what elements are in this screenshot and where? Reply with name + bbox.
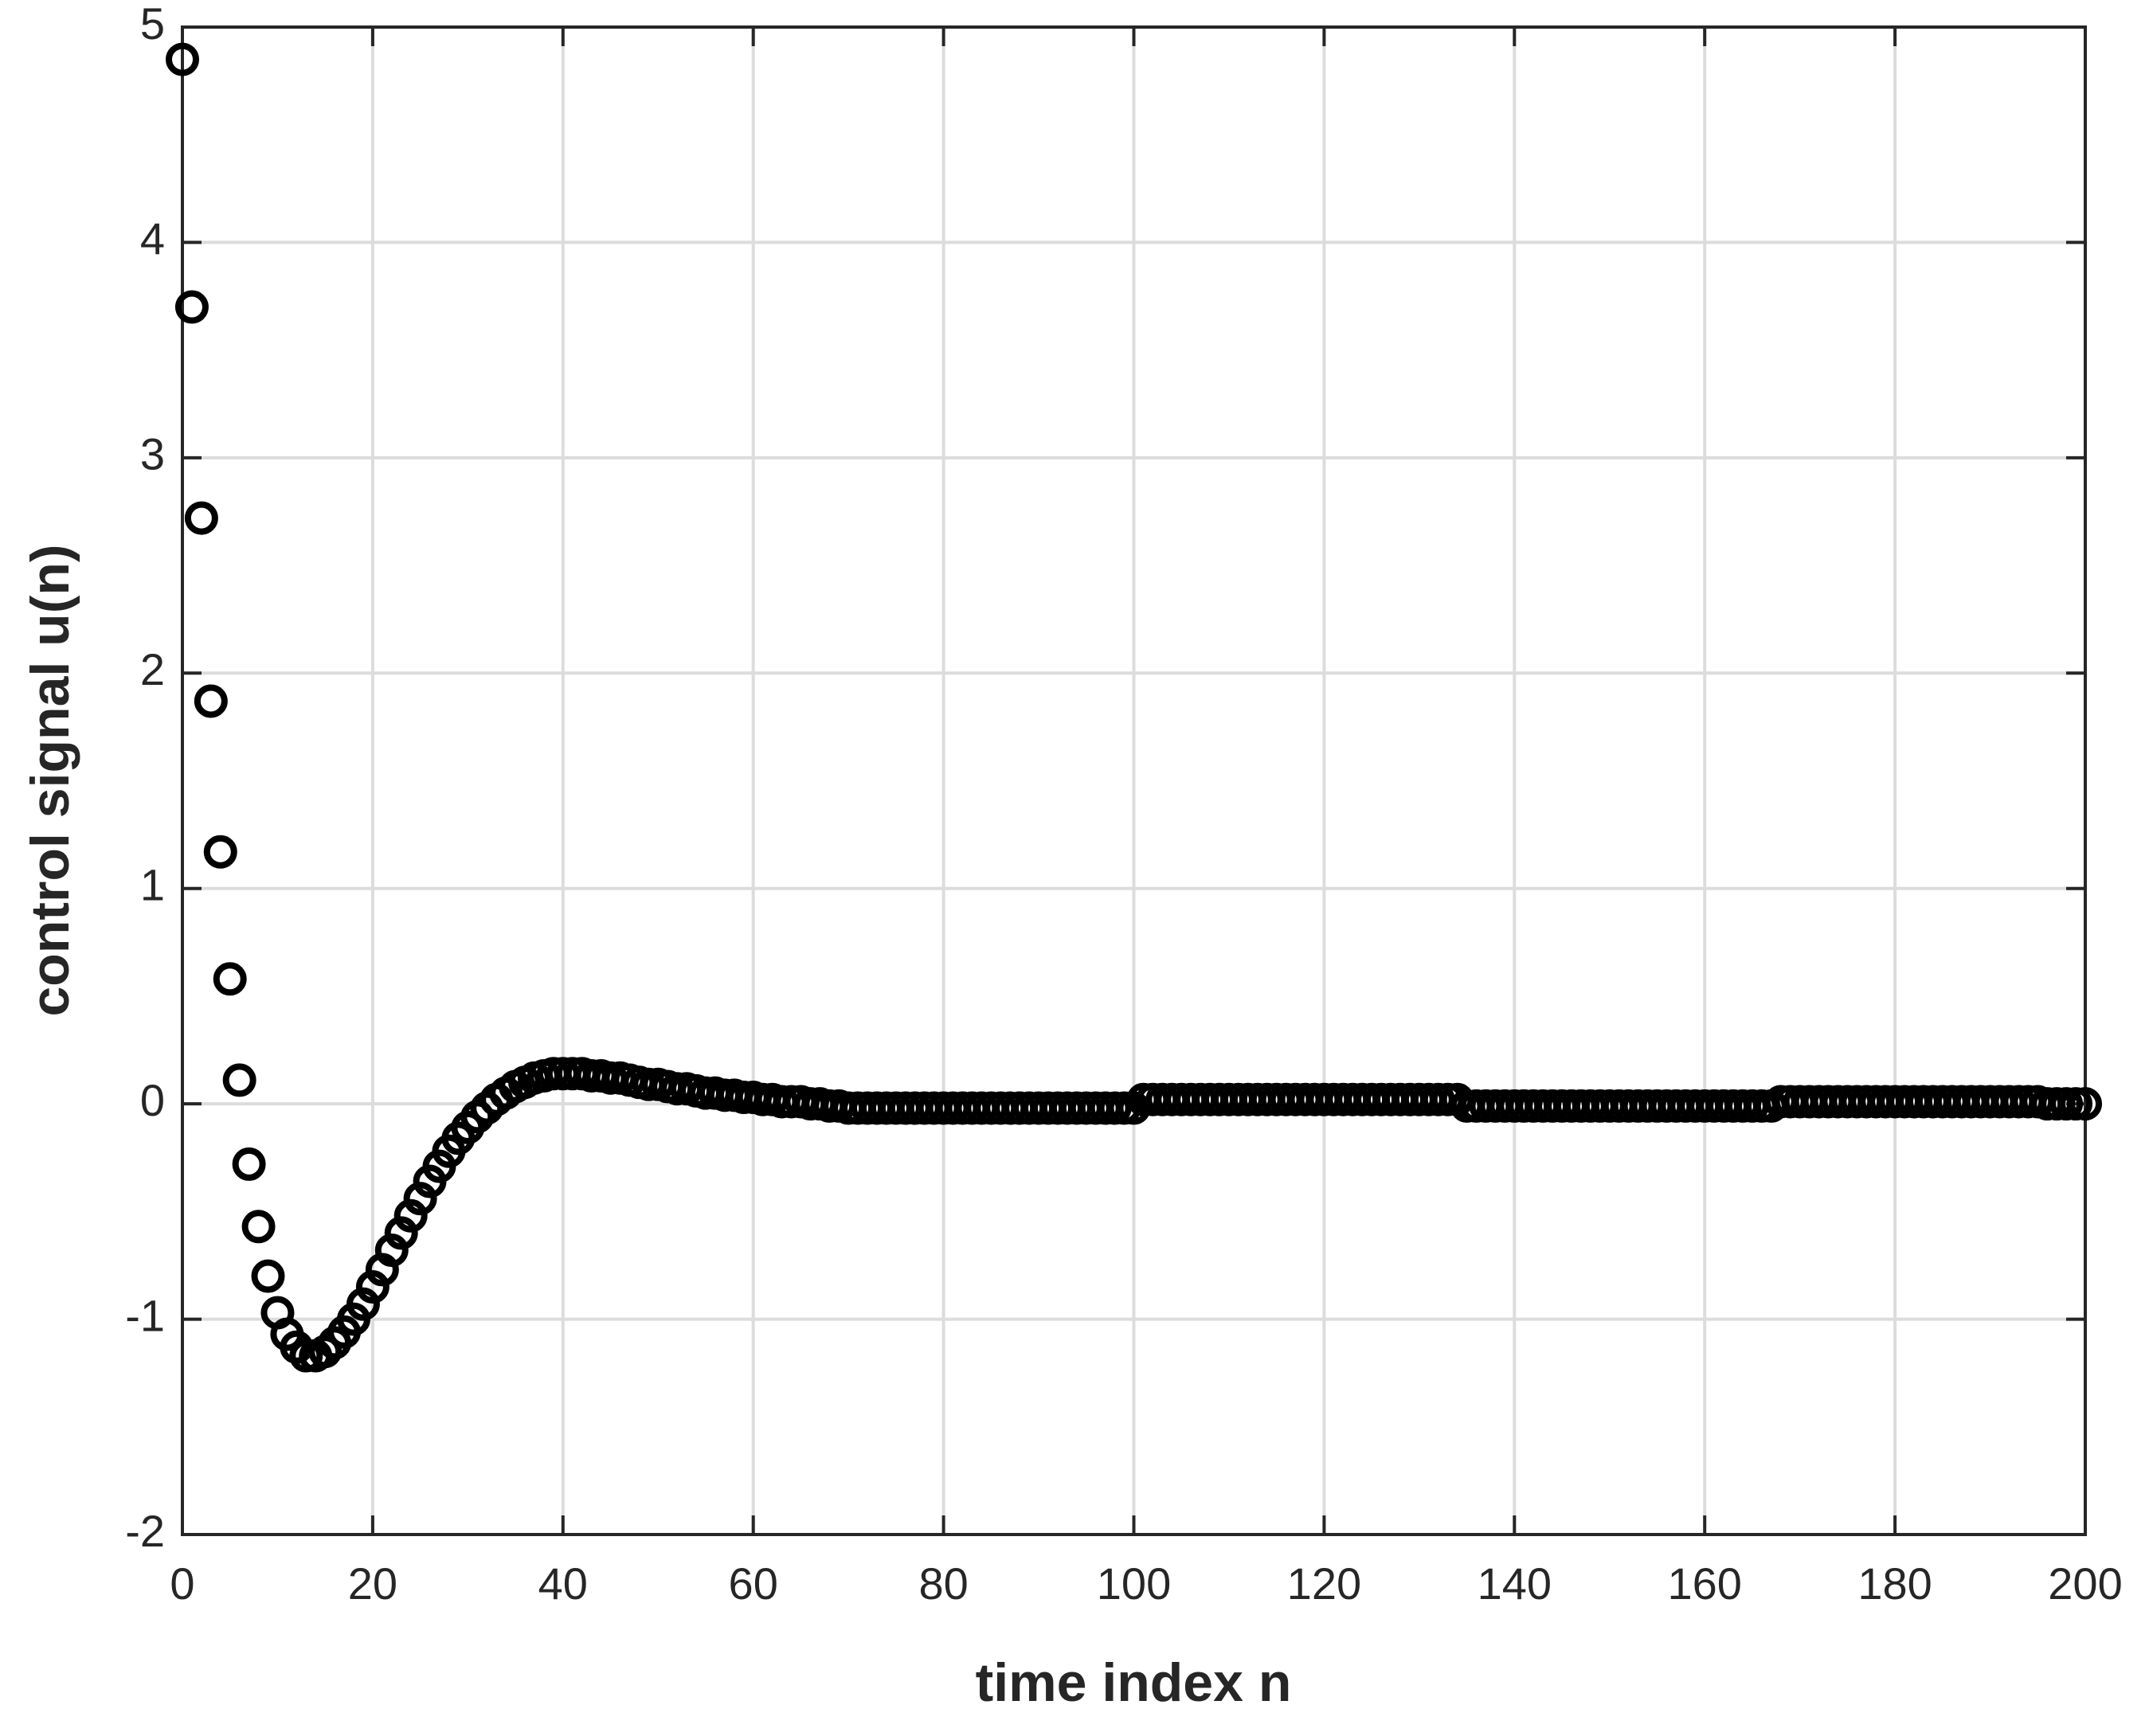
x-tick-label: 180 <box>1857 1558 1932 1609</box>
y-tick-label: -2 <box>125 1506 165 1556</box>
point <box>374 1234 409 1268</box>
y-tick-label: 0 <box>140 1075 165 1125</box>
x-tick-label: 80 <box>918 1558 968 1609</box>
y-tick-label: 2 <box>140 644 165 694</box>
point <box>355 1270 389 1304</box>
x-tick-label: 200 <box>2048 1558 2122 1609</box>
point <box>384 1216 418 1250</box>
x-axis-label: time index n <box>976 1652 1292 1713</box>
point <box>251 1259 285 1293</box>
point <box>2069 1087 2102 1121</box>
y-tick-label: -1 <box>125 1290 165 1340</box>
point <box>166 42 199 76</box>
point <box>222 1063 256 1097</box>
x-tick-label: 120 <box>1287 1558 1361 1609</box>
point <box>213 962 247 996</box>
y-axis-label: control signal u(n) <box>20 544 80 1016</box>
x-tick-label: 0 <box>170 1558 194 1609</box>
x-tick-label: 40 <box>538 1558 588 1609</box>
point <box>241 1210 276 1244</box>
point <box>346 1287 380 1321</box>
x-tick-label: 60 <box>729 1558 778 1609</box>
point <box>393 1198 428 1233</box>
point <box>174 290 209 324</box>
x-tick-label: 100 <box>1097 1558 1171 1609</box>
point <box>232 1147 266 1181</box>
x-tick-label: 140 <box>1478 1558 1552 1609</box>
y-tick-label: 3 <box>140 429 165 479</box>
x-tick-label: 160 <box>1667 1558 1741 1609</box>
y-tick-label: 5 <box>140 0 165 49</box>
x-tick-label: 20 <box>348 1558 397 1609</box>
point <box>203 835 237 869</box>
axes-box <box>181 25 2087 1536</box>
point <box>184 501 218 535</box>
y-tick-label: 4 <box>140 213 165 264</box>
point <box>194 684 228 718</box>
y-tick-label: 1 <box>140 860 165 910</box>
point <box>403 1182 437 1216</box>
